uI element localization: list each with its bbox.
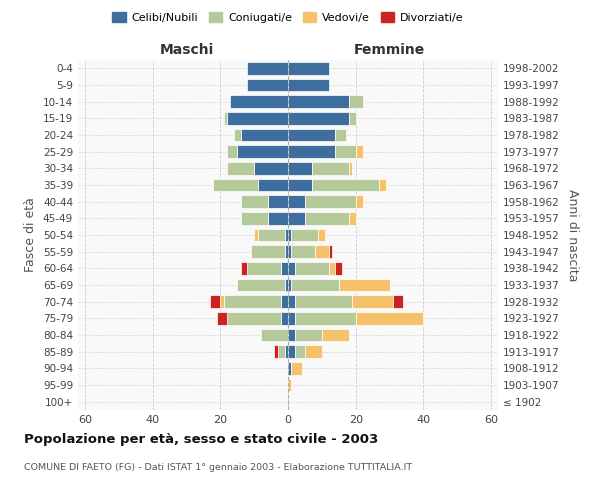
Bar bbox=[356, 312, 424, 324]
Bar bbox=[268, 196, 288, 208]
Bar bbox=[274, 346, 278, 358]
Bar bbox=[356, 196, 362, 208]
Bar bbox=[257, 229, 284, 241]
Bar bbox=[352, 296, 393, 308]
Bar bbox=[288, 112, 349, 124]
Text: Femmine: Femmine bbox=[354, 42, 425, 56]
Bar bbox=[281, 312, 288, 324]
Bar bbox=[247, 62, 288, 74]
Bar bbox=[379, 179, 386, 192]
Text: Popolazione per età, sesso e stato civile - 2003: Popolazione per età, sesso e stato civil… bbox=[24, 432, 378, 446]
Bar bbox=[322, 329, 349, 341]
Bar bbox=[329, 262, 335, 274]
Bar bbox=[315, 246, 329, 258]
Legend: Celibi/Nubili, Coniugati/e, Vedovi/e, Divorziati/e: Celibi/Nubili, Coniugati/e, Vedovi/e, Di… bbox=[108, 8, 468, 28]
Bar bbox=[284, 229, 288, 241]
Bar bbox=[393, 296, 403, 308]
Bar bbox=[281, 296, 288, 308]
Bar bbox=[335, 146, 356, 158]
Bar bbox=[217, 312, 227, 324]
Bar bbox=[237, 279, 284, 291]
Bar bbox=[288, 162, 312, 174]
Bar bbox=[227, 312, 281, 324]
Text: COMUNE DI FAETO (FG) - Dati ISTAT 1° gennaio 2003 - Elaborazione TUTTITALIA.IT: COMUNE DI FAETO (FG) - Dati ISTAT 1° gen… bbox=[24, 462, 412, 471]
Bar bbox=[312, 179, 379, 192]
Bar bbox=[319, 229, 325, 241]
Bar bbox=[288, 312, 295, 324]
Bar bbox=[278, 346, 284, 358]
Bar bbox=[335, 129, 346, 141]
Bar bbox=[234, 129, 241, 141]
Bar bbox=[224, 296, 281, 308]
Bar bbox=[237, 146, 288, 158]
Bar bbox=[288, 196, 305, 208]
Bar bbox=[210, 296, 220, 308]
Bar bbox=[295, 312, 356, 324]
Bar bbox=[356, 146, 362, 158]
Bar bbox=[288, 379, 292, 391]
Bar bbox=[295, 346, 305, 358]
Bar bbox=[339, 279, 389, 291]
Bar bbox=[349, 162, 352, 174]
Bar bbox=[349, 212, 356, 224]
Y-axis label: Anni di nascita: Anni di nascita bbox=[566, 188, 579, 281]
Bar bbox=[241, 262, 247, 274]
Bar bbox=[288, 362, 292, 374]
Bar bbox=[288, 96, 349, 108]
Bar bbox=[349, 112, 356, 124]
Bar bbox=[241, 212, 268, 224]
Bar bbox=[224, 112, 227, 124]
Bar bbox=[288, 129, 335, 141]
Bar bbox=[288, 146, 335, 158]
Bar bbox=[295, 262, 329, 274]
Bar bbox=[288, 229, 292, 241]
Bar bbox=[349, 96, 362, 108]
Bar bbox=[312, 162, 349, 174]
Bar bbox=[284, 346, 288, 358]
Bar bbox=[284, 279, 288, 291]
Bar bbox=[288, 346, 295, 358]
Bar bbox=[288, 279, 292, 291]
Bar bbox=[292, 362, 302, 374]
Y-axis label: Fasce di età: Fasce di età bbox=[25, 198, 37, 272]
Bar bbox=[227, 162, 254, 174]
Bar bbox=[288, 179, 312, 192]
Bar bbox=[284, 246, 288, 258]
Bar bbox=[251, 246, 284, 258]
Bar bbox=[305, 196, 356, 208]
Bar bbox=[292, 246, 315, 258]
Bar bbox=[220, 296, 224, 308]
Text: Maschi: Maschi bbox=[159, 42, 214, 56]
Bar bbox=[254, 162, 288, 174]
Bar bbox=[335, 262, 342, 274]
Bar bbox=[288, 296, 295, 308]
Bar bbox=[247, 79, 288, 92]
Bar bbox=[281, 262, 288, 274]
Bar bbox=[305, 346, 322, 358]
Bar bbox=[288, 62, 329, 74]
Bar bbox=[227, 146, 237, 158]
Bar bbox=[292, 229, 319, 241]
Bar bbox=[241, 129, 288, 141]
Bar bbox=[241, 196, 268, 208]
Bar bbox=[305, 212, 349, 224]
Bar bbox=[247, 262, 281, 274]
Bar bbox=[268, 212, 288, 224]
Bar bbox=[288, 246, 292, 258]
Bar bbox=[227, 112, 288, 124]
Bar bbox=[329, 246, 332, 258]
Bar bbox=[288, 212, 305, 224]
Bar bbox=[230, 96, 288, 108]
Bar bbox=[257, 179, 288, 192]
Bar bbox=[295, 329, 322, 341]
Bar bbox=[214, 179, 257, 192]
Bar bbox=[261, 329, 288, 341]
Bar bbox=[295, 296, 352, 308]
Bar bbox=[288, 329, 295, 341]
Bar bbox=[254, 229, 257, 241]
Bar bbox=[292, 279, 339, 291]
Bar bbox=[288, 79, 329, 92]
Bar bbox=[288, 262, 295, 274]
